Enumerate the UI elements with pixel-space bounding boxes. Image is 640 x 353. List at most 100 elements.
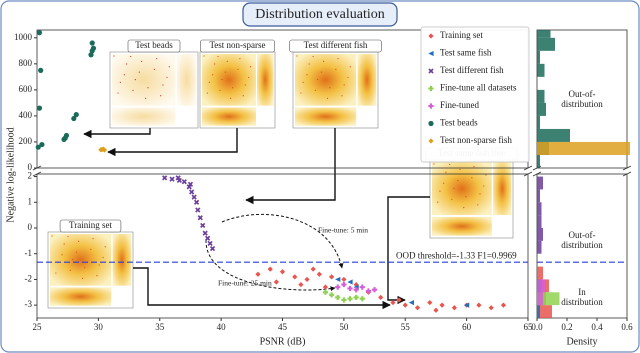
histogram-bar (537, 215, 542, 228)
point (390, 299, 396, 306)
histogram-bar (537, 115, 540, 129)
inset-image (50, 234, 112, 286)
inset-label-box (127, 39, 181, 53)
x-tick-label: 40 (217, 322, 227, 332)
y-tick-label: 1000 (14, 32, 33, 42)
x-tick-label: 50 (339, 322, 349, 332)
histogram-bar (537, 176, 543, 190)
chart-title: Distribution evaluation (255, 7, 384, 22)
axis-break (523, 171, 533, 177)
point (476, 302, 482, 308)
inset-label: Test different fish (304, 40, 368, 50)
arrow (83, 128, 151, 139)
inset-speckle (219, 89, 221, 91)
point (298, 281, 304, 288)
histogram-bar (537, 279, 546, 293)
inset-speckle (78, 240, 80, 242)
x-tick-label: 0.0 (531, 322, 543, 332)
point (99, 146, 105, 153)
point (488, 305, 494, 311)
legend-label: Test same fish (440, 48, 492, 58)
inset-speckle (296, 55, 298, 57)
inset-speckle (453, 187, 455, 189)
inset-speckle (485, 174, 487, 176)
inset-speckle (326, 97, 329, 100)
legend-label: Test beads (440, 118, 478, 128)
legend-marker (428, 120, 434, 127)
histogram-bar (537, 240, 542, 254)
region-label: distribution (561, 240, 603, 250)
region-label: Out-of- (569, 230, 596, 240)
point (322, 284, 329, 290)
point (335, 276, 341, 283)
inset-speckle (302, 81, 304, 83)
histogram-bar (537, 128, 570, 142)
inset-speckle (224, 71, 226, 73)
point (408, 299, 414, 306)
inset-speckle (337, 58, 339, 60)
point (341, 297, 347, 303)
annotation: Fine-tune: 25 min (218, 279, 272, 288)
inset-speckle (226, 60, 228, 62)
inset-speckle (463, 207, 465, 209)
legend-marker (428, 103, 434, 109)
point (402, 302, 408, 308)
legend-label: Fine-tuned (440, 100, 479, 110)
inset-speckle (443, 182, 445, 184)
inset-speckle (439, 190, 441, 192)
inset-speckle (323, 60, 325, 62)
inset-speckle (214, 63, 216, 65)
point (347, 279, 353, 285)
histogram-bar (537, 37, 555, 51)
point (335, 284, 341, 290)
point (310, 266, 316, 272)
y-tick-label: 0 (28, 162, 33, 172)
y-tick-label: -2 (25, 273, 33, 283)
inset-image (295, 54, 357, 106)
point (347, 285, 353, 292)
inset-speckle (451, 198, 453, 200)
y-tick-label: 200 (19, 136, 33, 146)
inset-speckle (221, 79, 223, 81)
point (451, 305, 457, 311)
inset-speckle (465, 196, 467, 198)
legend-box (420, 26, 530, 163)
point (35, 144, 41, 150)
histogram-bar (537, 202, 542, 216)
y-tick-label: 400 (19, 110, 33, 120)
x-tick-label: 0.6 (621, 322, 633, 332)
inset-speckle (445, 171, 447, 173)
inset-speckle (477, 204, 479, 206)
inset-speckle (61, 254, 63, 256)
axis-break (532, 171, 542, 177)
x-tick-label: 60 (462, 322, 472, 332)
legend-label: Test non-sparse fish (440, 135, 512, 145)
legend-label: Test different fish (440, 65, 504, 75)
point (341, 281, 347, 288)
finetune-arrow (205, 239, 336, 292)
point (197, 215, 203, 221)
inset-speckle (237, 68, 239, 70)
axis-break (32, 171, 42, 177)
inset: Training set (47, 219, 134, 309)
point (273, 279, 279, 285)
inset-speckle (98, 264, 100, 266)
inset-speckle (473, 166, 475, 168)
legend-marker (428, 85, 434, 92)
axis-break (523, 165, 533, 171)
inset-speckle (132, 89, 134, 91)
inset-bottom-view (432, 216, 492, 236)
x-tick-label: 55 (401, 322, 411, 332)
inset-speckle (217, 55, 219, 58)
inset-speckle (335, 68, 337, 70)
y-tick-label: 1 (28, 196, 33, 206)
x-tick-label: 30 (94, 322, 104, 332)
point (414, 305, 421, 311)
point (427, 299, 433, 306)
histogram-bar (537, 102, 546, 116)
axis-break (622, 171, 632, 177)
y-tick-label: -3 (25, 299, 33, 309)
inset-speckle (130, 55, 132, 58)
